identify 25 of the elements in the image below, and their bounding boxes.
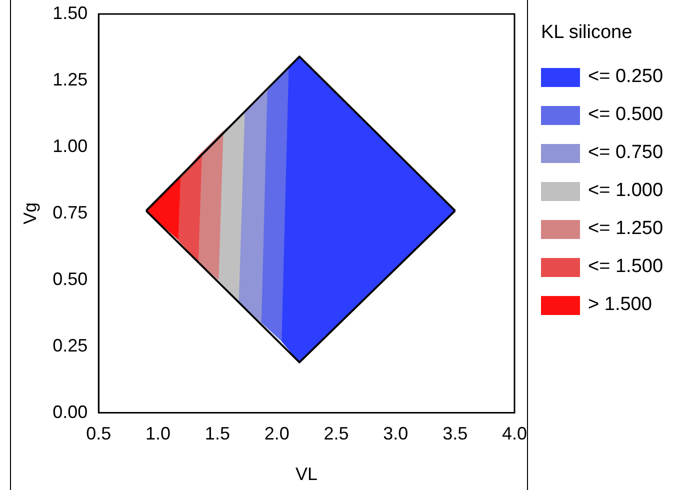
y-tick-label: 0.25 [52,335,88,356]
legend-label: > 1.500 [588,294,652,316]
x-tick-label: 1.5 [204,424,230,444]
legend-title: KL silicone [541,22,634,44]
legend-label: <= 1.250 [588,218,664,240]
y-tick-label: 1.25 [52,69,88,90]
x-tick-label: 3.0 [383,424,408,444]
y-tick-label: 1.00 [52,136,88,156]
y-axis-title: Vg [20,202,40,224]
x-tick-label: 0.5 [86,424,112,444]
x-tick-label: 3.5 [442,424,468,444]
legend-label: <= 1.500 [588,256,664,278]
y-tick-label: 1.50 [52,2,88,23]
legend-label: <= 1.000 [588,180,664,202]
y-tick-label: 0.50 [52,268,88,289]
legend-label: <= 0.500 [588,104,664,126]
y-tick-label: 0.75 [52,202,88,222]
x-tick-label: 2.5 [324,424,349,444]
legend-label: <= 0.250 [588,66,664,88]
x-tick-label: 2.0 [264,424,290,444]
y-tick-label: 0.00 [52,402,88,422]
x-tick-label: 4.0 [502,424,528,444]
x-tick-label: 1.0 [146,424,171,444]
x-axis-title: VL [296,464,318,484]
legend-label: <= 0.750 [588,142,664,164]
